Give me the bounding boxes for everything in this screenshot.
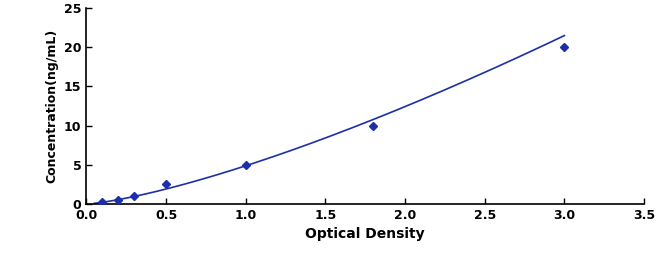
X-axis label: Optical Density: Optical Density [305, 227, 425, 242]
Y-axis label: Concentration(ng/mL): Concentration(ng/mL) [45, 29, 58, 183]
